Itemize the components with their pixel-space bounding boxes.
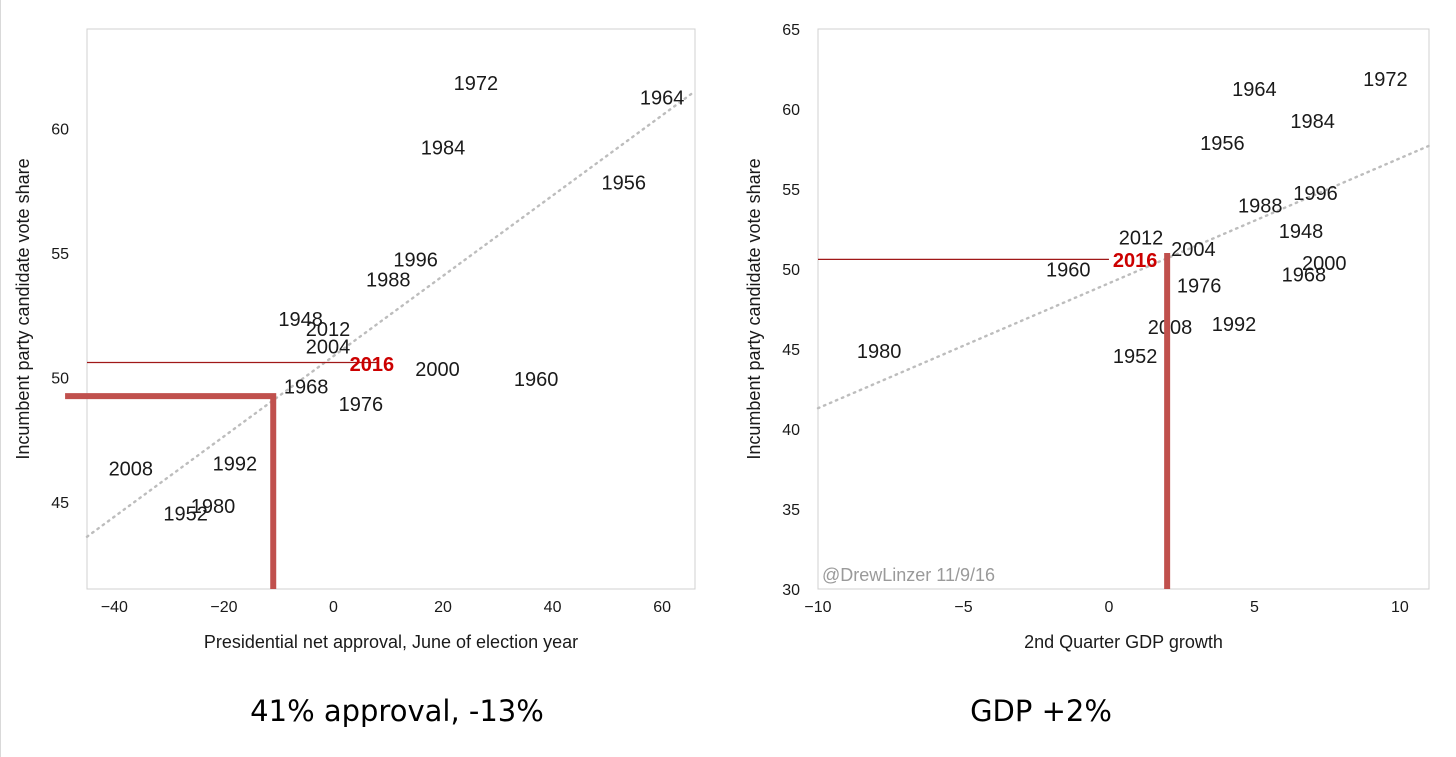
chart1-point-1996: 1996 [393, 249, 438, 271]
chart2-plot-frame [817, 28, 1430, 590]
chart1-trendline [85, 90, 697, 538]
caption-approval: 41% approval, -13% [250, 694, 544, 728]
chart2-point-1960: 1960 [1046, 260, 1091, 282]
chart1-point-2016: 2016 [350, 354, 395, 376]
chart1-y-tick: 60 [51, 122, 69, 139]
chart1-point-1960: 1960 [514, 369, 559, 391]
caption-gdp: GDP +2% [970, 694, 1112, 728]
chart2-x-tick: 10 [1391, 599, 1409, 616]
chart1-point-1968: 1968 [284, 376, 329, 398]
chart2-y-tick: 40 [782, 422, 800, 439]
chart1-point-1952: 1952 [163, 503, 208, 525]
chart1-x-tick: −20 [210, 599, 237, 616]
chart1-point-1964: 1964 [640, 88, 685, 110]
chart1-point-1992: 1992 [213, 454, 258, 476]
chart2-x-tick: −5 [954, 599, 972, 616]
chart1-point-1988: 1988 [366, 269, 411, 291]
chart2-point-1984: 1984 [1290, 111, 1335, 133]
chart2-y-tick: 45 [782, 342, 800, 359]
chart1-point-2008: 2008 [109, 459, 154, 481]
chart2-y-tick: 65 [782, 22, 800, 39]
chart1-point-1956: 1956 [602, 172, 647, 194]
chart2-trendline [816, 144, 1431, 410]
chart2-point-1996: 1996 [1293, 183, 1338, 205]
chart2-x-tick: −10 [804, 599, 831, 616]
chart2-point-2012: 2012 [1119, 228, 1164, 250]
chart1-x-tick: 0 [329, 599, 338, 616]
chart2-point-1980: 1980 [857, 341, 902, 363]
chart1-x-axis-label: Presidential net approval, June of elect… [204, 632, 578, 652]
chart2-point-2016: 2016 [1113, 250, 1158, 272]
chart1-point-2000: 2000 [415, 359, 460, 381]
chart1-x-tick: −40 [101, 599, 128, 616]
chart2-point-1988: 1988 [1238, 196, 1283, 218]
chart1-point-2012: 2012 [306, 319, 351, 341]
chart1-x-tick: 40 [544, 599, 562, 616]
chart1-point-1980: 1980 [191, 496, 236, 518]
chart2-point-1956: 1956 [1200, 133, 1245, 155]
chart2-point-1972: 1972 [1363, 69, 1408, 91]
chart2-point-2000: 2000 [1302, 253, 1347, 275]
chart2-y-tick: 55 [782, 182, 800, 199]
chart2-watermark: @DrewLinzer 11/9/16 [822, 565, 995, 585]
chart2-x-tick: 5 [1250, 599, 1259, 616]
chart2-x-tick: 0 [1104, 599, 1113, 616]
chart2-y-axis-label: Incumbent party candidate vote share [744, 158, 764, 459]
chart2-y-tick: 60 [782, 102, 800, 119]
chart1-y-tick: 45 [51, 495, 69, 512]
chart1-y-axis-label: Incumbent party candidate vote share [13, 158, 33, 459]
chart2-point-1964: 1964 [1232, 79, 1277, 101]
chart2-point-1968: 1968 [1282, 264, 1327, 286]
chart1-plot-frame [86, 28, 696, 590]
chart2-point-2004: 2004 [1171, 239, 1216, 261]
chart1-point-1972: 1972 [454, 73, 499, 95]
chart2-point-1952: 1952 [1113, 346, 1158, 368]
chart2-point-1948: 1948 [1279, 221, 1324, 243]
chart1-point-2004: 2004 [306, 337, 351, 359]
chart1-y-tick: 50 [51, 370, 69, 387]
chart1-point-1984: 1984 [421, 137, 466, 159]
chart2-y-tick: 50 [782, 262, 800, 279]
chart2-x-axis-label: 2nd Quarter GDP growth [1024, 632, 1223, 652]
chart1-highlight-line [65, 393, 277, 589]
chart1-x-tick: 20 [434, 599, 452, 616]
chart2-gdp-scatter: 1972 1964 1984 1956 1996 1988 1948 2012 2004 2016… [744, 22, 1431, 652]
chart2-point-1976: 1976 [1177, 276, 1222, 298]
chart1-point-1976: 1976 [339, 394, 384, 416]
chart1-y-tick: 55 [51, 246, 69, 263]
chart2-y-tick: 30 [782, 582, 800, 599]
chart2-point-1992: 1992 [1212, 314, 1257, 336]
chart1-x-tick: 60 [653, 599, 671, 616]
chart2-y-tick: 35 [782, 502, 800, 519]
chart1-point-1948: 1948 [278, 309, 323, 331]
charts-canvas: 1972196419841956199619881948201220042016… [13, 22, 1431, 652]
